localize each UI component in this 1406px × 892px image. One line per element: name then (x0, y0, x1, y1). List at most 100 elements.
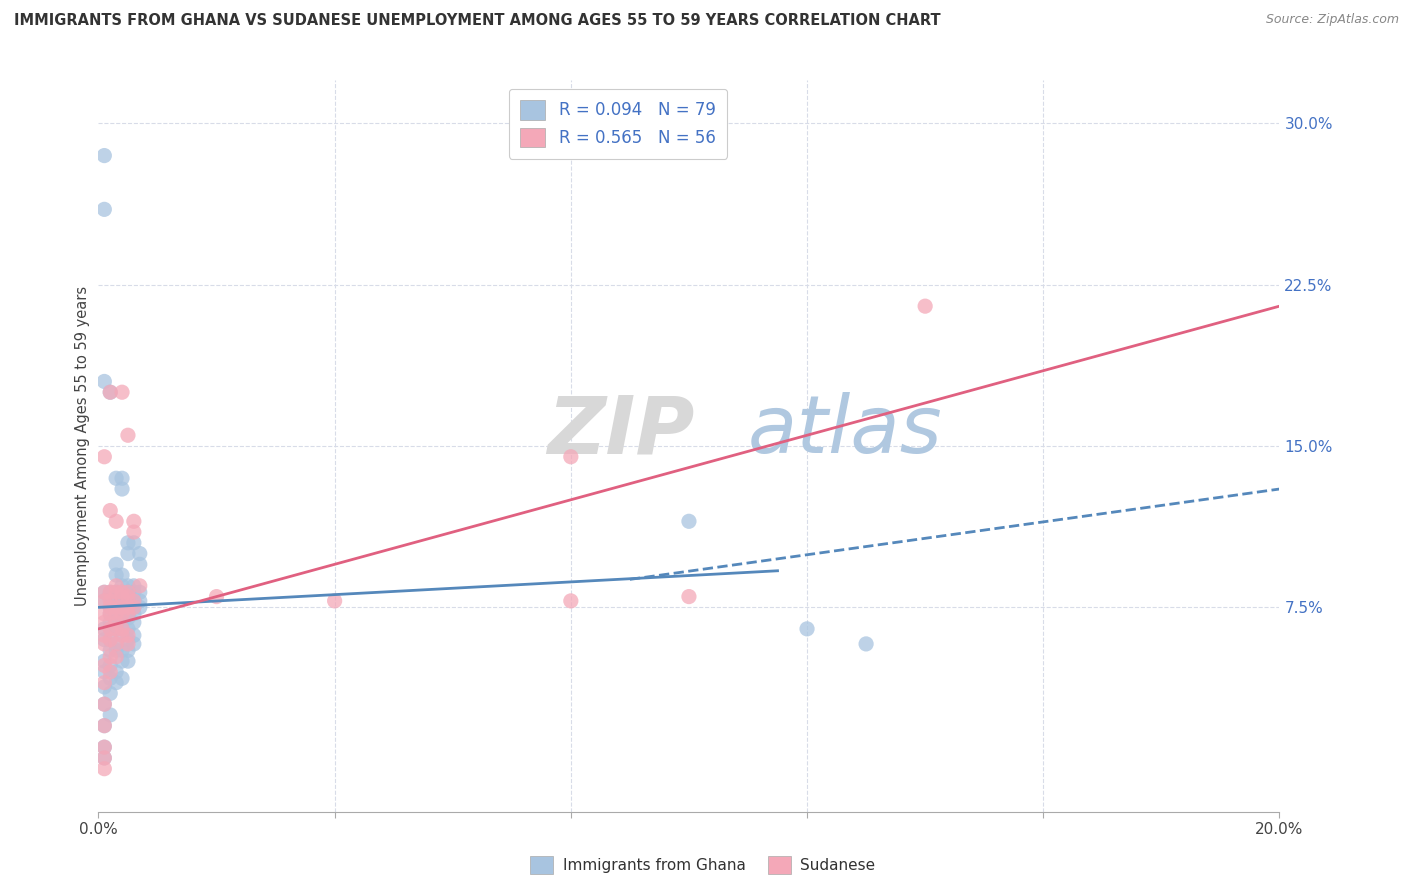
Point (117, 628, 139, 642)
Point (117, 600, 139, 615)
Point (117, 600, 139, 615)
Point (914, 299, 936, 313)
Point (98, 607, 121, 621)
Point (105, 585, 128, 599)
Point (93, 585, 115, 599)
Point (117, 654, 139, 668)
Point (117, 594, 139, 608)
Point (105, 675, 128, 690)
Point (93, 615, 115, 630)
Point (93, 202, 115, 217)
Point (128, 579, 150, 593)
Point (105, 643, 128, 657)
Point (117, 607, 139, 621)
Point (105, 471, 128, 485)
Point (98, 594, 121, 608)
Point (105, 622, 128, 636)
Point (117, 428, 139, 442)
Point (105, 622, 128, 636)
Point (105, 607, 128, 621)
Point (560, 594, 582, 608)
Point (117, 611, 139, 625)
Point (111, 385, 134, 400)
Point (117, 585, 139, 599)
Point (98, 385, 121, 400)
Point (111, 482, 134, 496)
Point (128, 594, 150, 608)
Point (93, 665, 115, 679)
Point (105, 637, 128, 651)
Point (117, 622, 139, 636)
Point (98, 600, 121, 615)
Point (122, 607, 145, 621)
Point (98, 585, 121, 599)
Point (98, 590, 121, 604)
Point (105, 568, 128, 582)
Point (111, 643, 134, 657)
Point (93, 719, 115, 733)
Point (128, 558, 150, 572)
Point (111, 471, 134, 485)
Point (117, 632, 139, 647)
Point (678, 590, 700, 604)
Point (122, 579, 145, 593)
Point (122, 536, 145, 550)
Point (111, 628, 134, 642)
Point (98, 649, 121, 664)
Point (93, 607, 115, 621)
Point (111, 671, 134, 685)
Point (93, 375, 115, 389)
Point (117, 547, 139, 561)
Point (111, 607, 134, 621)
Point (98, 622, 121, 636)
Point (93, 450, 115, 464)
Point (105, 514, 128, 528)
Point (122, 594, 145, 608)
Point (93, 585, 115, 599)
Point (117, 536, 139, 550)
Point (98, 600, 121, 615)
Point (105, 607, 128, 621)
Point (122, 585, 145, 599)
Point (93, 654, 115, 668)
Point (111, 579, 134, 593)
Point (93, 148, 115, 162)
Point (98, 385, 121, 400)
Text: IMMIGRANTS FROM GHANA VS SUDANESE UNEMPLOYMENT AMONG AGES 55 TO 59 YEARS CORRELA: IMMIGRANTS FROM GHANA VS SUDANESE UNEMPL… (14, 13, 941, 29)
Point (105, 649, 128, 664)
Point (93, 762, 115, 776)
Point (93, 740, 115, 755)
Point (111, 590, 134, 604)
Point (93, 637, 115, 651)
Point (323, 594, 346, 608)
Point (122, 600, 145, 615)
Point (205, 590, 228, 604)
Point (98, 632, 121, 647)
Point (98, 585, 121, 599)
Point (98, 632, 121, 647)
Point (98, 658, 121, 673)
Point (111, 622, 134, 636)
Point (105, 600, 128, 615)
Point (111, 568, 134, 582)
Point (111, 585, 134, 599)
Point (105, 590, 128, 604)
Point (128, 585, 150, 599)
Point (93, 680, 115, 694)
Point (117, 643, 139, 657)
Point (93, 751, 115, 765)
Point (111, 590, 134, 604)
Point (105, 600, 128, 615)
Point (105, 615, 128, 630)
Point (105, 637, 128, 651)
Point (98, 643, 121, 657)
Point (105, 579, 128, 593)
Point (93, 658, 115, 673)
Point (122, 514, 145, 528)
Point (98, 665, 121, 679)
Point (93, 675, 115, 690)
Text: ZIP: ZIP (547, 392, 695, 470)
Point (93, 632, 115, 647)
Point (93, 622, 115, 636)
Point (128, 547, 150, 561)
